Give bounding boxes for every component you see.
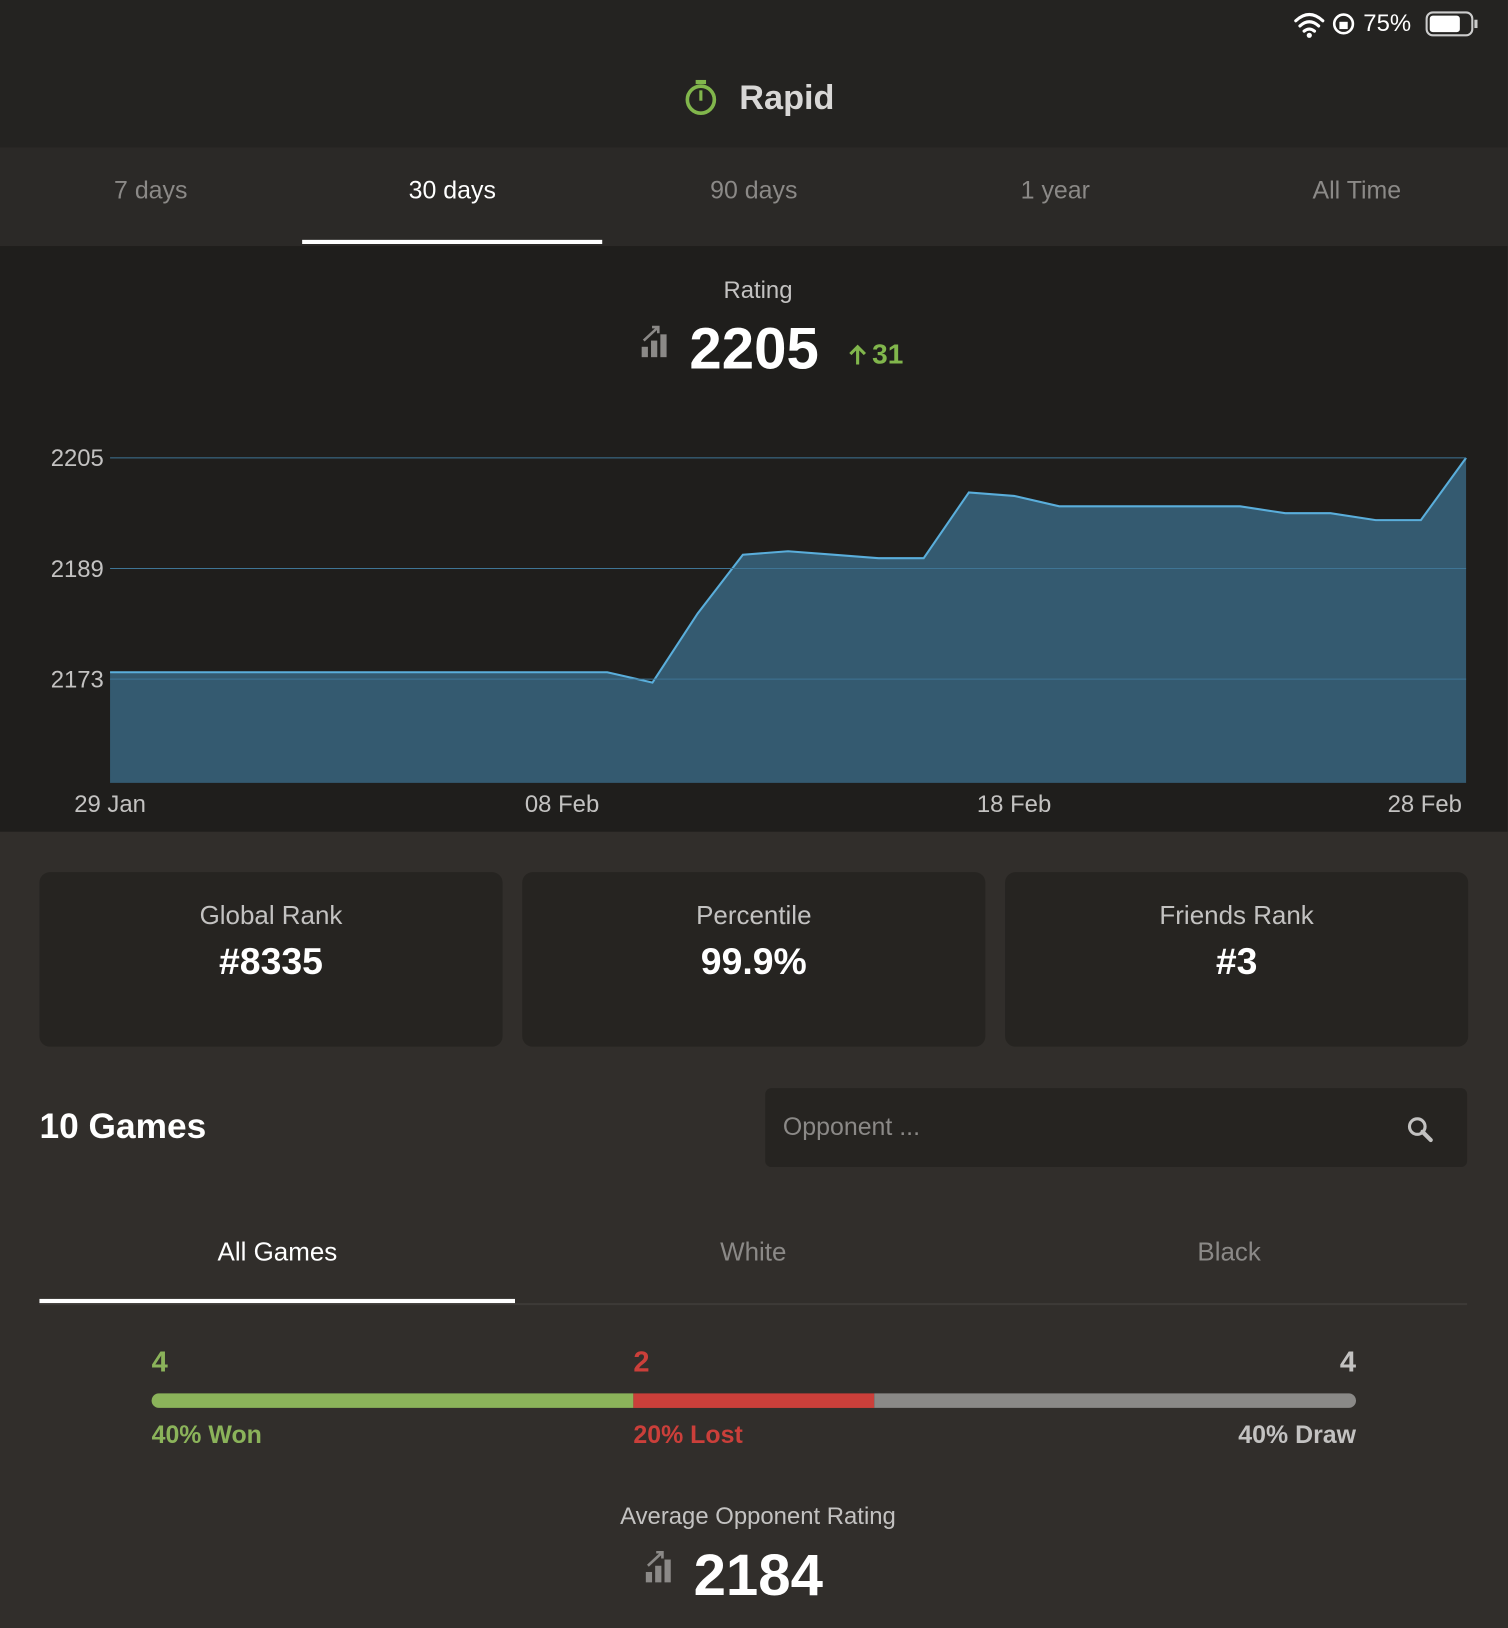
tab-underline bbox=[39, 1298, 516, 1304]
result-count: 4 bbox=[151, 1345, 168, 1378]
period-tab[interactable]: All Time bbox=[1312, 176, 1402, 205]
result-count: 2 bbox=[633, 1345, 650, 1378]
result-bar bbox=[151, 1393, 634, 1408]
avg-icon bbox=[645, 1550, 671, 1583]
stat-value: #3 bbox=[1215, 939, 1258, 983]
result-label: 20% Lost bbox=[633, 1421, 743, 1450]
stat-value: 99.9% bbox=[700, 939, 807, 983]
stat-card: Friends Rank #3 bbox=[1005, 872, 1469, 1047]
stat-label: Percentile bbox=[696, 901, 812, 931]
game-tab[interactable]: All Games bbox=[217, 1237, 338, 1267]
result-count: 4 bbox=[1339, 1345, 1357, 1378]
x-tick-label: 29 Jan bbox=[74, 791, 146, 818]
stat-value: #8335 bbox=[219, 939, 323, 983]
period-tab[interactable]: 1 year bbox=[1020, 176, 1090, 205]
rating-chart: 2173 2189 2205 29 Jan 08 Feb 18 Feb 28 Feb bbox=[51, 445, 1467, 818]
y-tick-label: 2173 bbox=[51, 666, 104, 693]
search-icon[interactable] bbox=[1406, 1115, 1435, 1144]
page-title: Rapid bbox=[739, 77, 835, 117]
header bbox=[0, 0, 1508, 148]
result-bar bbox=[874, 1393, 1357, 1408]
rating-label: Rating bbox=[723, 276, 793, 304]
stat-card: Global Rank #8335 bbox=[39, 872, 503, 1047]
period-tab[interactable]: 30 days bbox=[408, 176, 496, 205]
rating-change: 31 bbox=[872, 338, 904, 370]
avg-label: Average Opponent Rating bbox=[620, 1502, 896, 1530]
period-tab[interactable]: 90 days bbox=[710, 176, 798, 205]
period-tabs bbox=[0, 147, 1508, 247]
x-tick-label: 08 Feb bbox=[525, 791, 599, 818]
search-box[interactable] bbox=[765, 1088, 1468, 1168]
games-title: 10 Games bbox=[39, 1106, 207, 1147]
result-label: 40% Won bbox=[151, 1421, 262, 1450]
game-tab[interactable]: White bbox=[720, 1237, 787, 1267]
stat-label: Global Rank bbox=[199, 901, 343, 931]
result-bar bbox=[633, 1393, 875, 1408]
battery-level: 75% bbox=[1363, 9, 1412, 37]
stat-label: Friends Rank bbox=[1159, 901, 1314, 931]
area bbox=[110, 457, 1467, 783]
period-tab[interactable]: 7 days bbox=[114, 176, 188, 205]
x-tick-label: 18 Feb bbox=[977, 791, 1051, 818]
tab-underline bbox=[302, 239, 602, 245]
rating-icon bbox=[641, 325, 667, 358]
status-icons bbox=[1294, 11, 1478, 38]
search-placeholder: Opponent ... bbox=[782, 1113, 921, 1142]
up-arrow bbox=[849, 344, 867, 365]
stopwatch-icon bbox=[685, 79, 717, 115]
avg-value: 2184 bbox=[693, 1541, 823, 1608]
result-label: 40% Draw bbox=[1238, 1421, 1357, 1450]
y-tick-label: 2189 bbox=[51, 556, 104, 583]
stat-card: Percentile 99.9% bbox=[522, 872, 986, 1047]
rating-value: 2205 bbox=[689, 315, 819, 382]
tab-divider bbox=[39, 1303, 1468, 1306]
line bbox=[110, 457, 1467, 684]
game-tab[interactable]: Black bbox=[1197, 1237, 1261, 1267]
x-tick-label: 28 Feb bbox=[1388, 791, 1462, 818]
y-tick-label: 2205 bbox=[51, 445, 104, 472]
